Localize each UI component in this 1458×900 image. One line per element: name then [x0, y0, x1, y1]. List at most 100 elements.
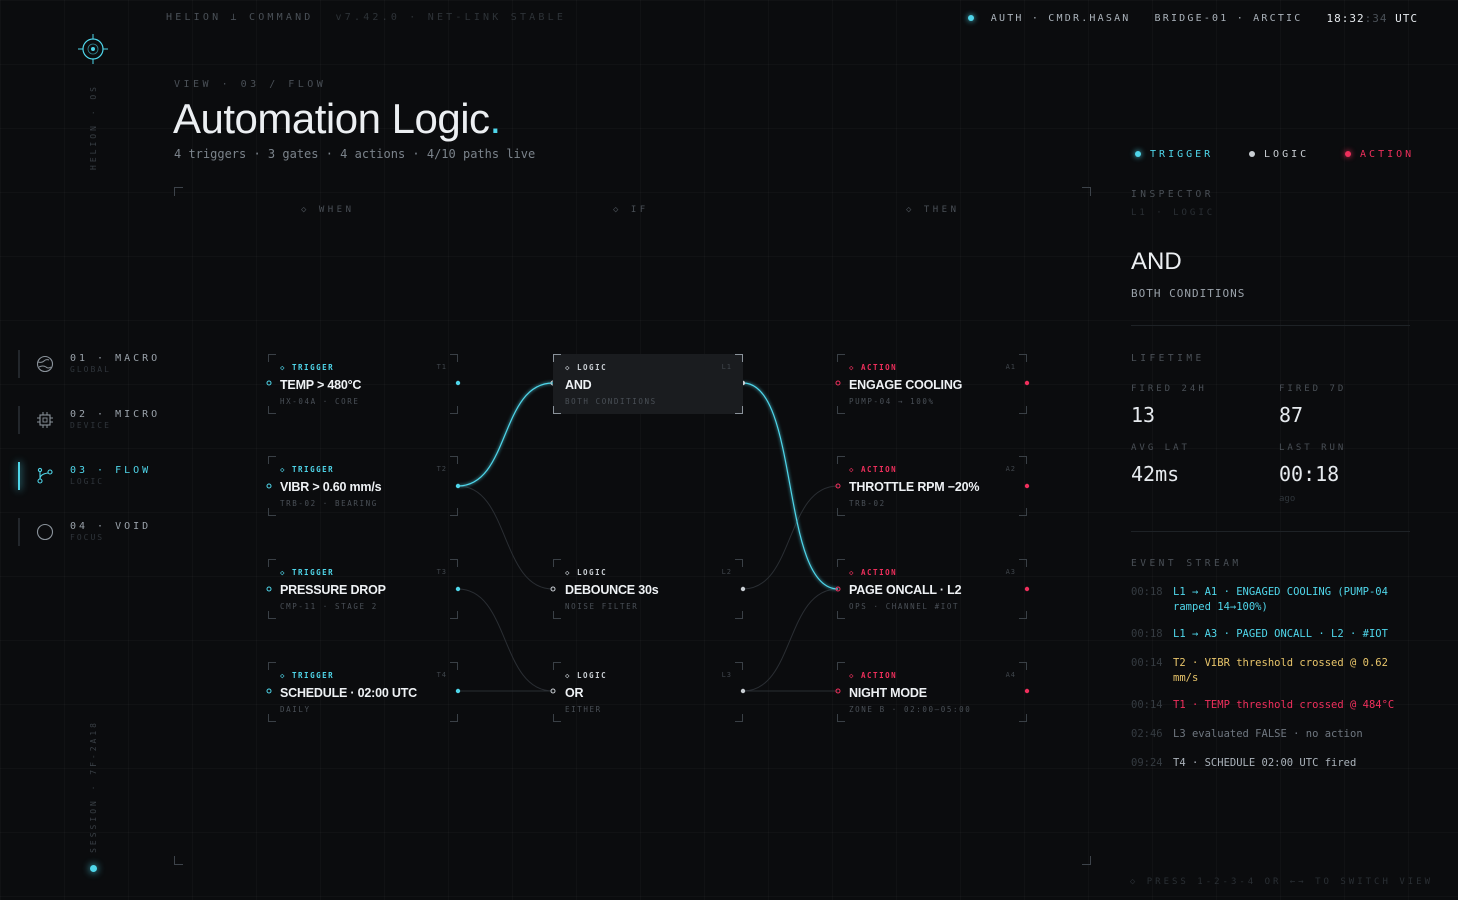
- node-name: TEMP > 480°C: [280, 378, 362, 392]
- node-kind: ◇ ACTION: [849, 465, 898, 474]
- node-id: L2: [721, 568, 732, 576]
- event-item: 02:46 L3 evaluated FALSE · no action: [1131, 728, 1363, 740]
- node-trigger-t3[interactable]: ◇ TRIGGER T3 PRESSURE DROP CMP-11 · STAGE …: [268, 559, 458, 619]
- session-dot-icon: [90, 865, 97, 872]
- node-sub: DAILY: [280, 705, 311, 714]
- nav-sub: GLOBAL: [70, 365, 111, 374]
- nav-item-micro[interactable]: 02 · MICRO DEVICE: [18, 405, 168, 435]
- legend-action: ACTION: [1345, 149, 1414, 160]
- node-action-a3[interactable]: ◇ ACTION A3 PAGE ONCALL · L2 OPS · CHANNEL…: [837, 559, 1027, 619]
- node-id: T4: [436, 671, 447, 679]
- inspector-selection: L1 · LOGIC: [1131, 208, 1216, 218]
- divider: [1131, 325, 1410, 326]
- nav-item-void[interactable]: 04 · VOID FOCUS: [18, 517, 168, 547]
- nav-item-macro[interactable]: 01 · MACRO GLOBAL: [18, 349, 168, 379]
- column-when: ◇ WHEN: [301, 205, 355, 215]
- node-sub: NOISE FILTER: [565, 602, 639, 611]
- node-kind: ◇ LOGIC: [565, 568, 608, 577]
- node-name: PRESSURE DROP: [280, 583, 386, 597]
- nav-indicator: [18, 350, 20, 378]
- divider: [1131, 531, 1410, 532]
- chip-icon: [37, 412, 53, 428]
- node-action-a1[interactable]: ◇ ACTION A1 ENGAGE COOLING PUMP-04 → 100%: [837, 354, 1027, 414]
- nav-sub: FOCUS: [70, 533, 105, 542]
- node-sub: HX-04A · CORE: [280, 397, 360, 406]
- frame-corner: [1082, 187, 1091, 196]
- node-name: AND: [565, 378, 592, 392]
- event-item: 00:18 L1 → A3 · PAGED ONCALL · L2 · #IOT: [1131, 628, 1388, 640]
- legend-logic: LOGIC: [1249, 149, 1309, 160]
- node-sub: TRB-02: [849, 499, 886, 508]
- last-run-value: 00:18: [1279, 462, 1340, 486]
- node-name: DEBOUNCE 30s: [565, 583, 659, 597]
- nav-item-flow[interactable]: 03 · FLOW LOGIC: [18, 461, 168, 491]
- fired7-label: FIRED 7D: [1279, 384, 1347, 394]
- node-action-a4[interactable]: ◇ ACTION A4 NIGHT MODE ZONE B · 02:00–05:0…: [837, 662, 1027, 722]
- node-sub: CMP-11 · STAGE 2: [280, 602, 378, 611]
- auth-status: AUTH · CMDR.HASAN: [968, 13, 1130, 24]
- wire-l3-a3: [742, 588, 839, 692]
- node-kind: ◇ LOGIC: [565, 671, 608, 680]
- crosshair-logo-icon[interactable]: [78, 34, 108, 64]
- node-kind: ◇ TRIGGER: [280, 363, 335, 372]
- nav-indicator: [18, 462, 20, 490]
- ports: [266, 380, 1030, 694]
- node-name: OR: [565, 686, 584, 700]
- nav-label: 03 · FLOW: [70, 465, 152, 476]
- wire-t3-l3: [457, 588, 554, 692]
- page-subtitle: 4 triggers · 3 gates · 4 actions · 4/10 …: [174, 147, 536, 161]
- nav-label: 01 · MACRO: [70, 353, 161, 364]
- legend-trigger: TRIGGER: [1135, 149, 1213, 160]
- node-logic-l2[interactable]: ◇ LOGIC L2 DEBOUNCE 30s NOISE FILTER: [553, 559, 743, 619]
- node-id: L3: [721, 671, 732, 679]
- event-item: 00:18 L1 → A1 · ENGAGED COOLING (PUMP-04 …: [1131, 586, 1388, 613]
- column-if: ◇ IF: [613, 205, 649, 215]
- node-kind: ◇ TRIGGER: [280, 671, 335, 680]
- frame-corner: [1082, 856, 1091, 865]
- column-then: ◇ THEN: [906, 205, 960, 215]
- node-kind: ◇ TRIGGER: [280, 568, 335, 577]
- auth-dot-icon: [968, 15, 975, 21]
- nav-label: 04 · VOID: [70, 521, 152, 532]
- node-id: T2: [436, 465, 447, 473]
- node-id: T3: [436, 568, 447, 576]
- avg-lat-value: 42ms: [1131, 462, 1180, 486]
- nav-indicator: [18, 406, 20, 434]
- event-item: 00:14 T1 · TEMP threshold crossed @ 484°C: [1131, 699, 1395, 711]
- clock: 18:32:34 UTC: [1326, 12, 1418, 25]
- node-logic-l1[interactable]: ◇ LOGIC L1 AND BOTH CONDITIONS: [553, 354, 743, 414]
- node-kind: ◇ LOGIC: [565, 363, 608, 372]
- frame-corner: [174, 856, 183, 865]
- node-name: ENGAGE COOLING: [849, 378, 963, 392]
- last-run-label: LAST RUN: [1279, 443, 1347, 453]
- node-trigger-t4[interactable]: ◇ TRIGGER T4 SCHEDULE · 02:00 UTC DAILY: [268, 662, 458, 722]
- node-trigger-t2[interactable]: ◇ TRIGGER T2 VIBR > 0.60 mm/s TRB-02 · BEA…: [268, 456, 458, 516]
- nav-label: 02 · MICRO: [70, 409, 161, 420]
- nav-indicator: [18, 518, 20, 546]
- node-id: A2: [1005, 465, 1016, 473]
- node-name: THROTTLE RPM −20%: [849, 480, 980, 494]
- node-action-a2[interactable]: ◇ ACTION A2 THROTTLE RPM −20% TRB-02: [837, 456, 1027, 516]
- inspector-node-desc: BOTH CONDITIONS: [1131, 287, 1246, 300]
- event-item: 00:14 T2 · VIBR threshold crossed @ 0.62 …: [1131, 657, 1388, 684]
- fired7-value: 87: [1279, 403, 1304, 427]
- fired24-value: 13: [1131, 403, 1156, 427]
- node-sub: PUMP-04 → 100%: [849, 397, 935, 406]
- node-name: VIBR > 0.60 mm/s: [280, 480, 382, 494]
- node-sub: TRB-02 · BEARING: [280, 499, 378, 508]
- topbar-status: AUTH · CMDR.HASAN BRIDGE-01 · ARCTIC 18:…: [968, 12, 1418, 25]
- node-id: A3: [1005, 568, 1016, 576]
- node-trigger-t1[interactable]: ◇ TRIGGER T1 TEMP > 480°C HX-04A · CORE: [268, 354, 458, 414]
- avg-lat-label: AVG LAT: [1131, 443, 1190, 453]
- wire-t2-l2: [457, 485, 554, 590]
- node-kind: ◇ ACTION: [849, 568, 898, 577]
- node-sub: ZONE B · 02:00–05:00: [849, 705, 972, 714]
- node-logic-l3[interactable]: ◇ LOGIC L3 OR EITHER: [553, 662, 743, 722]
- breadcrumb: VIEW · 03 / FLOW: [174, 79, 327, 90]
- event-item: 09:24 T4 · SCHEDULE 02:00 UTC fired: [1131, 757, 1357, 769]
- fired24-label: FIRED 24H: [1131, 384, 1207, 394]
- node-kind: ◇ ACTION: [849, 363, 898, 372]
- node-id: L1: [721, 363, 732, 371]
- node-id: T1: [436, 363, 447, 371]
- node-id: A1: [1005, 363, 1016, 371]
